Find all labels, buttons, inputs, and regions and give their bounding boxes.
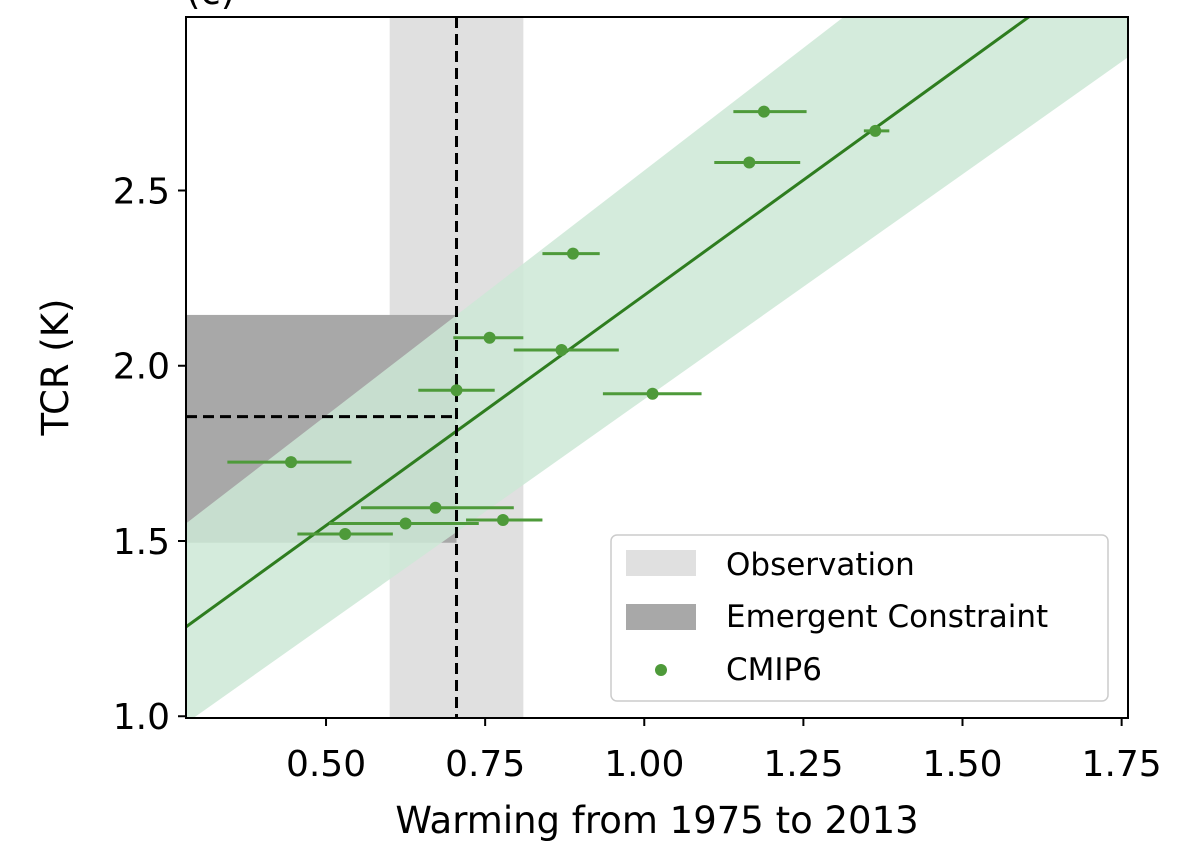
y-tick-label-1: 1.5 [113, 522, 170, 563]
legend-cmip6-label: CMIP6 [726, 652, 822, 688]
y-axis-label: TCR (K) [34, 299, 77, 437]
cmip6-point-1 [339, 527, 352, 540]
x-axis: 0.50 0.75 1.00 1.25 1.50 1.75 [286, 718, 1162, 785]
legend-constraint-swatch [626, 604, 696, 630]
panel-label: (c) [186, 0, 235, 13]
legend-observation-swatch [626, 550, 696, 576]
x-tick-label-1: 0.75 [445, 744, 525, 785]
legend-observation-label: Observation [726, 547, 915, 583]
cmip6-point-2 [399, 517, 412, 530]
y-tick-label-3: 2.5 [113, 171, 170, 212]
cmip6-point-10 [743, 156, 756, 169]
x-tick-label-5: 1.75 [1082, 744, 1162, 785]
cmip6-point-12 [869, 124, 882, 137]
y-axis: 1.0 1.5 2.0 2.5 [113, 171, 186, 738]
legend-constraint-label: Emergent Constraint [726, 599, 1048, 635]
y-tick-label-0: 1.0 [113, 697, 170, 738]
regression-line [186, 17, 1032, 629]
cmip6-point-0 [285, 456, 298, 469]
plot-area [186, 17, 1128, 718]
confidence-band [186, 17, 1128, 718]
y-tick-label-2: 2.0 [113, 347, 170, 388]
cmip6-point-8 [566, 247, 579, 260]
cmip6-point-11 [757, 105, 770, 118]
legend-box [610, 534, 1109, 702]
legend-cmip6-marker [655, 664, 667, 676]
cmip6-point-5 [483, 331, 496, 344]
x-tick-label-2: 1.00 [604, 744, 684, 785]
x-tick-label-3: 1.25 [763, 744, 843, 785]
legend: Observation Emergent Constraint CMIP6 [610, 534, 1109, 702]
x-tick-label-4: 1.50 [922, 744, 1002, 785]
cmip6-point-4 [450, 384, 463, 397]
cmip6-point-7 [555, 343, 568, 356]
cmip6-point-3 [429, 501, 442, 514]
plot-frame [185, 16, 1129, 719]
x-tick-label-0: 0.50 [286, 744, 366, 785]
cmip6-point-6 [496, 513, 509, 526]
cmip6-point-9 [646, 387, 659, 400]
x-axis-label: Warming from 1975 to 2013 [395, 799, 918, 842]
